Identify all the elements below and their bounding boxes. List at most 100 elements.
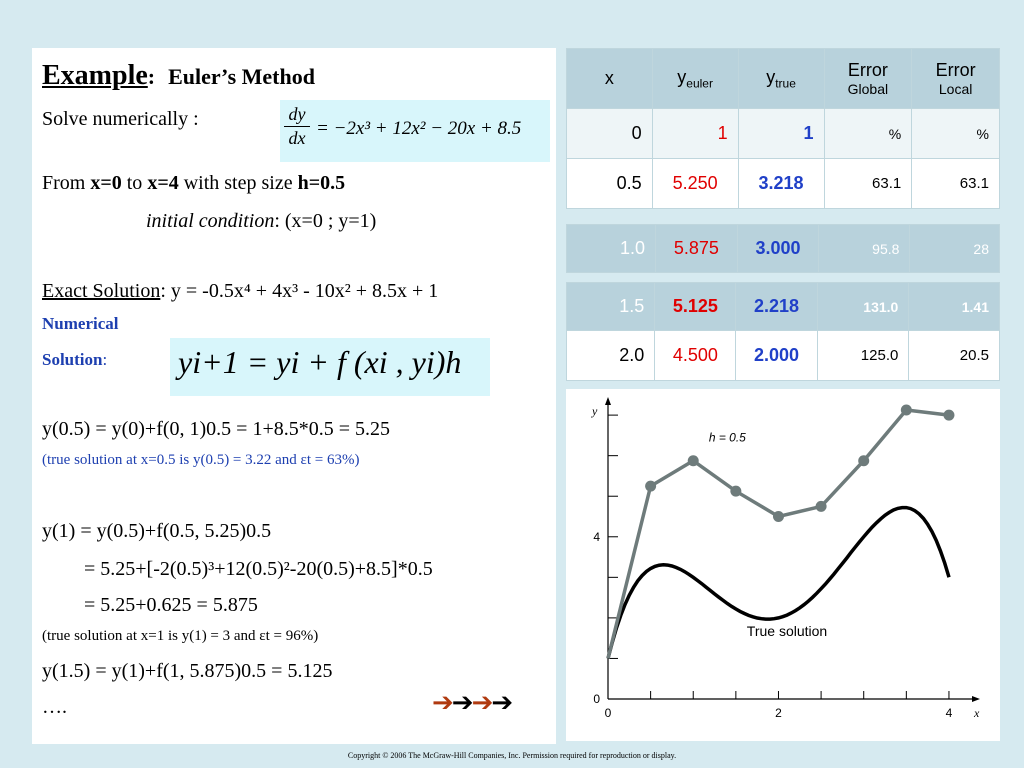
header-sub: true [775,76,796,91]
exact-formula: : y = -0.5x⁴ + 4x³ - 10x² + 8.5x + 1 [160,280,439,302]
cell-error-local: 28 [909,224,1000,273]
cell-y-euler: 5.875 [655,224,738,273]
step-size: h=0.5 [297,172,346,194]
header-sub: Local [938,81,973,97]
numerical-label: Numerical [42,314,119,333]
step-3: y(1.5) = y(1)+f(1, 5.875)0.5 = 5.125 [42,660,333,682]
from-line: From x=0 to x=4 with step size h=0.5 [42,172,345,195]
cell-y-euler: 5.250 [651,158,739,209]
euler-point [730,485,742,497]
arrow-right-icon: ➔ [471,688,494,717]
header-y-euler: yeuler [651,48,739,109]
euler-point [815,500,827,512]
to-text: to [121,172,148,194]
from-text: From [42,172,91,194]
note-1: (true solution at x=0.5 is y(0.5) = 3.22… [42,452,360,468]
results-table-bottom: 1.5 5.125 2.218 131.0 1.41 2.0 4.500 2.0… [565,282,1000,381]
true-solution-line [606,505,951,659]
cell-error-local: 1.41 [908,282,1000,331]
cell-x: 2.0 [565,330,656,381]
table-row: 1.0 5.875 3.000 95.8 28 [565,224,1000,273]
table-row: 0 1 1 % % [566,108,1000,159]
ode-box: dy dx = −2x³ + 12x² − 20x + 8.5 [280,100,550,162]
initial-value: : (x=0 ; y=1) [274,210,377,232]
cell-y-euler: 1 [651,108,739,159]
cell-error-global: 95.8 [818,224,911,273]
euler-point [772,511,784,522]
step-2b: = 5.25+[-2(0.5)³+12(0.5)²-20(0.5)+8.5]*0… [84,558,433,580]
cell-error-global: 125.0 [816,330,910,381]
title-example: Example [42,60,148,91]
solution-colon: : [102,350,108,369]
arrow-right-icon: ➔ [432,688,454,717]
header-y-true: ytrue [737,48,825,109]
header-main: Error [847,60,888,80]
header-x: x [566,48,653,109]
table-header-row: x yeuler ytrue Error Global Error Local [566,48,1000,109]
cell-error-global: 131.0 [816,282,910,331]
note-2: (true solution at x=1 is y(1) = 3 and εt… [42,628,319,644]
euler-point [943,409,955,421]
table-row: 0.5 5.250 3.218 63.1 63.1 [566,158,1000,209]
header-error-local: Error Local [911,48,1000,109]
y-tick-label: 0 [593,692,600,706]
euler-point [858,455,870,467]
solution-label: Solution: [42,350,107,370]
step-2c: = 5.25+0.625 = 5.875 [84,594,258,616]
arrow-right-icon: ➔ [451,688,474,717]
title-method: Euler’s Method [168,64,315,89]
solution-word: Solution [42,350,103,369]
cell-error-local: 20.5 [908,330,1000,381]
step-1: y(0.5) = y(0)+f(0, 1)0.5 = 1+8.5*0.5 = 5… [42,418,391,440]
content-panel: Example: Euler’s Method Solve numericall… [32,48,556,744]
cell-error-global: % [823,108,913,159]
table-row: 1.5 5.125 2.218 131.0 1.41 [565,282,1000,331]
header-main: Error [935,60,976,80]
cell-y-true: 3.000 [736,224,820,273]
ellipsis: …. [42,696,67,718]
derivative-fraction: dy dx [284,104,310,149]
euler-formula: yi+1 = yi + f (xi , yi)h [178,344,462,380]
cell-y-true: 3.218 [737,158,825,209]
initial-condition: initial condition: (x=0 ; y=1) [146,210,376,233]
y-axis-arrow [605,397,611,405]
with-text: with step size [178,172,298,194]
euler-point [645,480,657,492]
initial-label: initial condition [146,210,275,232]
arrow-right-icon: ➔ [491,688,514,717]
cell-x: 1.0 [565,224,657,273]
x-axis-label: x [973,706,980,720]
cell-y-euler: 5.125 [654,282,737,331]
solve-label: Solve numerically : [42,108,199,130]
x-axis-arrow [972,696,980,702]
x-start: x=0 [90,172,122,194]
x-end: x=4 [147,172,179,194]
x-tick-label: 0 [605,706,612,720]
cell-error-local: % [911,108,1000,159]
exact-label: Exact Solution [42,280,161,302]
frac-num: dy [284,104,310,127]
header-sub: Global [847,81,889,97]
euler-chart: 0 2 4 0 4 x y h = 0.5 True solution [566,389,1000,741]
ode-rhs: = −2x³ + 12x² − 20x + 8.5 [316,118,522,139]
header-main: y [677,66,687,87]
next-arrows[interactable]: ➔➔➔➔ [432,688,514,718]
cell-y-euler: 4.500 [654,330,737,381]
euler-formula-box: yi+1 = yi + f (xi , yi)h [170,338,490,396]
h-label: h = 0.5 [709,430,746,444]
copyright-footer: Copyright © 2006 The McGraw-Hill Compani… [347,751,677,760]
cell-x: 0.5 [566,158,653,209]
results-table-top: x yeuler ytrue Error Global Error Local 0 … [566,48,1000,209]
x-tick-label: 2 [775,706,782,720]
header-main: y [766,66,776,87]
y-tick-label: 4 [593,530,600,544]
header-main: x [604,68,614,88]
slide-title: Example: Euler’s Method [42,60,315,91]
exact-solution: Exact Solution: y = -0.5x⁴ + 4x³ - 10x² … [42,280,438,303]
true-solution-label: True solution [747,623,827,639]
cell-y-true: 1 [737,108,825,159]
euler-point [687,455,699,467]
cell-x: 1.5 [565,282,656,331]
y-axis-label: y [591,404,598,418]
cell-y-true: 2.218 [735,282,818,331]
